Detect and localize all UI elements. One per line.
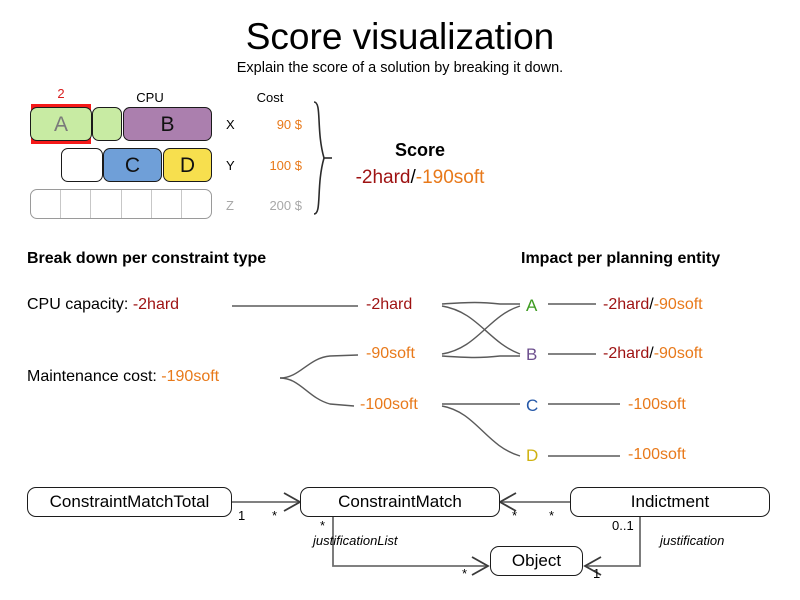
total-score-separator: / bbox=[410, 167, 416, 188]
total-score-title: Score bbox=[394, 140, 446, 160]
uml-role-justification-list: justificationList bbox=[313, 533, 398, 548]
machine-row-z bbox=[30, 189, 212, 219]
machine-cost-x: 90 $ bbox=[276, 117, 302, 132]
uml-multiplicity-indictment-object-source: 0..1 bbox=[612, 518, 634, 533]
uml-box-constraint-match-total-label: ConstraintMatchTotal bbox=[49, 492, 210, 511]
cost-column-header: Cost bbox=[256, 90, 284, 105]
entity-impact-a-soft: -90soft bbox=[653, 296, 703, 313]
total-score-soft: -190soft bbox=[415, 167, 485, 188]
entity-impact-c: -100soft bbox=[628, 396, 686, 414]
constraint-cpu-capacity-label: CPU capacity: bbox=[27, 296, 133, 313]
link-90soft-to-a bbox=[441, 305, 521, 355]
total-score-block: Score -2hard/-190soft bbox=[330, 140, 510, 189]
breakdown-section-heading: Break down per constraint type bbox=[27, 250, 267, 267]
uml-multiplicity-cm-object-source: * bbox=[320, 518, 326, 533]
uml-edge-indictment-object bbox=[587, 517, 641, 567]
uml-arrow-indictment-cm bbox=[498, 492, 517, 512]
uml-multiplicity-indictment-target: * bbox=[512, 508, 518, 523]
uml-box-constraint-match[interactable]: ConstraintMatch bbox=[300, 487, 500, 517]
entity-impact-d: -100soft bbox=[628, 446, 686, 464]
entity-impact-d-soft: -100soft bbox=[628, 446, 686, 463]
uml-box-object-label: Object bbox=[511, 551, 562, 570]
uml-multiplicity-cm-object-target: * bbox=[462, 566, 468, 581]
process-block-b-label: B bbox=[160, 112, 175, 136]
entity-letter-a: A bbox=[526, 296, 538, 315]
process-block-a[interactable]: A bbox=[30, 107, 92, 141]
score-grouping-brace bbox=[313, 101, 332, 215]
constraint-maintenance-cost-label: Maintenance cost: bbox=[27, 368, 162, 385]
link-90soft-to-b bbox=[441, 355, 520, 359]
entity-impact-a-separator: / bbox=[649, 296, 654, 313]
machine-label-x: X bbox=[226, 117, 235, 132]
cpu-overflow-badge: 2 bbox=[57, 86, 65, 101]
machine-label-y: Y bbox=[226, 158, 235, 173]
total-score-value: -2hard/-190soft bbox=[330, 167, 510, 189]
constraint-maintenance-cost-score: -190soft bbox=[161, 368, 220, 385]
total-score-hard: -2hard bbox=[355, 167, 411, 188]
link-2hard-to-b bbox=[441, 305, 521, 355]
constraint-match-100soft: -100soft bbox=[360, 396, 418, 413]
process-block-a-extra[interactable] bbox=[92, 107, 122, 141]
uml-multiplicity-indictment-source: * bbox=[549, 508, 555, 523]
link-maint-to-90soft bbox=[279, 354, 359, 379]
machine-row-x: A B bbox=[30, 107, 212, 141]
process-block-c-label: C bbox=[124, 153, 141, 177]
uml-relationship-lines bbox=[232, 492, 641, 576]
uml-role-justification: justification bbox=[660, 533, 725, 548]
machine-label-z: Z bbox=[226, 198, 234, 213]
entity-impact-b: -2hard/-90soft bbox=[603, 345, 703, 363]
entity-impact-c-soft: -100soft bbox=[628, 396, 686, 413]
uml-box-indictment-label: Indictment bbox=[630, 492, 710, 511]
constraint-match-90soft: -90soft bbox=[366, 345, 415, 362]
cpu-column-header: CPU bbox=[136, 90, 164, 105]
entity-impact-b-soft: -90soft bbox=[653, 345, 703, 362]
uml-arrow-indictment-object bbox=[583, 556, 602, 576]
uml-multiplicity-cmt-target: * bbox=[272, 508, 278, 523]
uml-box-indictment[interactable]: Indictment bbox=[570, 487, 770, 517]
uml-box-constraint-match-label: ConstraintMatch bbox=[338, 492, 462, 511]
uml-multiplicity-cmt-source: 1 bbox=[238, 508, 246, 523]
uml-box-object[interactable]: Object bbox=[490, 546, 583, 576]
process-block-b[interactable]: B bbox=[123, 107, 212, 141]
process-block-c[interactable]: C bbox=[103, 148, 162, 182]
entity-letter-d: D bbox=[526, 446, 539, 465]
process-block-empty-y[interactable] bbox=[61, 148, 103, 182]
page-title: Score visualization bbox=[245, 16, 555, 57]
machine-cost-y: 100 $ bbox=[269, 158, 302, 173]
impact-section-heading: Impact per planning entity bbox=[521, 250, 721, 267]
constraint-maintenance-cost: Maintenance cost: -190soft bbox=[27, 368, 219, 386]
machine-cost-z: 200 $ bbox=[269, 198, 302, 213]
constraint-match-2hard: -2hard bbox=[366, 296, 413, 313]
uml-multiplicity-object-from-indictment: 1 bbox=[593, 566, 601, 581]
link-maint-to-100soft bbox=[279, 377, 355, 407]
constraint-cpu-capacity-score: -2hard bbox=[132, 296, 180, 313]
link-2hard-to-a bbox=[441, 301, 520, 305]
entity-impact-b-hard: -2hard bbox=[603, 345, 650, 362]
empty-cell-divider bbox=[181, 190, 182, 218]
page-subtitle: Explain the score of a solution by break… bbox=[236, 60, 564, 76]
breakdown-connector-graph bbox=[232, 301, 620, 457]
uml-arrow-cm-object bbox=[471, 556, 490, 576]
empty-cell-divider bbox=[151, 190, 152, 218]
process-block-d-label: D bbox=[179, 153, 196, 177]
entity-impact-a: -2hard/-90soft bbox=[603, 296, 703, 314]
process-block-d[interactable]: D bbox=[163, 148, 212, 182]
empty-cell-divider bbox=[90, 190, 91, 218]
entity-letter-c: C bbox=[526, 396, 539, 415]
link-100soft-to-d bbox=[441, 405, 521, 457]
empty-cell-divider bbox=[60, 190, 61, 218]
uml-edge-cm-object bbox=[332, 517, 486, 567]
entity-impact-a-hard: -2hard bbox=[603, 296, 650, 313]
uml-box-constraint-match-total[interactable]: ConstraintMatchTotal bbox=[27, 487, 232, 517]
entity-impact-b-separator: / bbox=[649, 345, 654, 362]
machine-row-y: C D bbox=[61, 148, 212, 182]
empty-cell-divider bbox=[121, 190, 122, 218]
constraint-cpu-capacity: CPU capacity: -2hard bbox=[27, 296, 179, 314]
process-block-a-label: A bbox=[53, 112, 68, 136]
entity-letter-b: B bbox=[526, 345, 538, 364]
